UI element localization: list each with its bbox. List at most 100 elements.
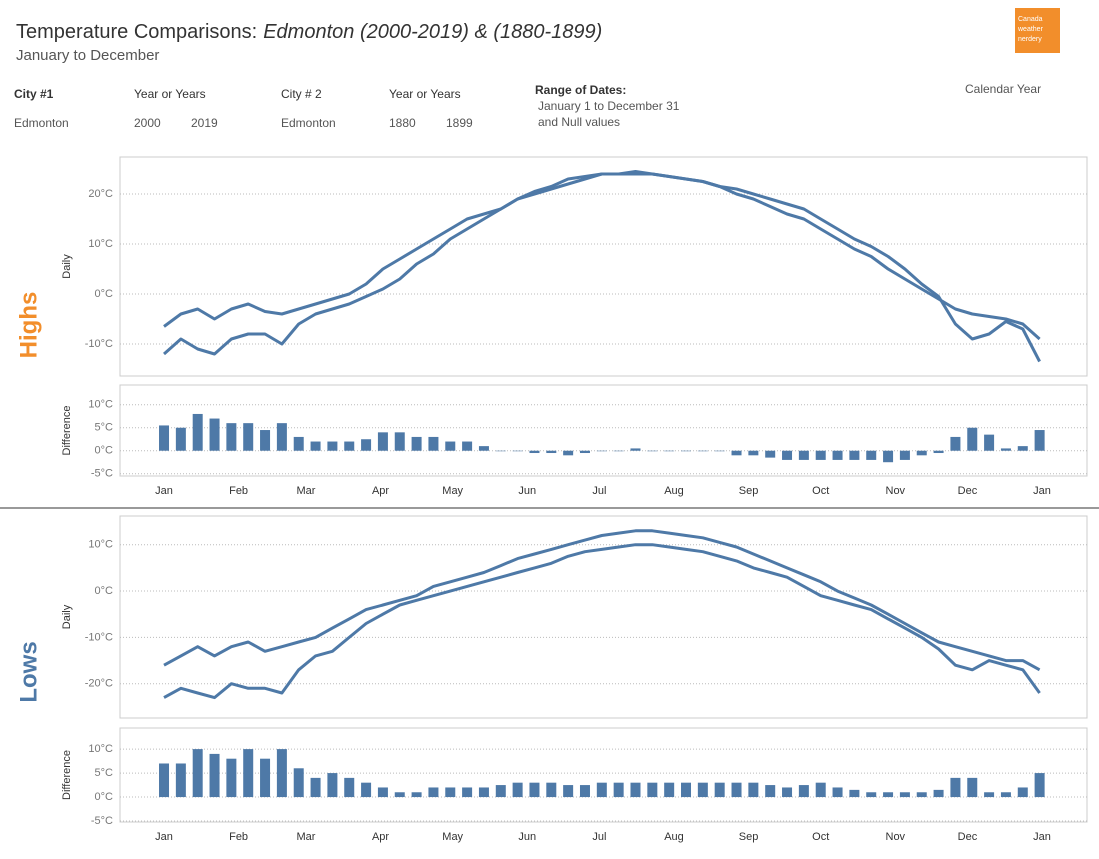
y-tick-label: 5°C — [95, 422, 114, 434]
y-tick-label: 0°C — [95, 288, 114, 300]
bar — [462, 441, 473, 451]
bar — [512, 782, 523, 798]
bar — [361, 439, 372, 451]
logo-text: Canada — [1018, 16, 1043, 23]
bar — [260, 758, 271, 798]
bar — [731, 782, 742, 798]
bar — [293, 768, 304, 798]
y-tick-label: 5°C — [95, 767, 114, 779]
bar — [411, 436, 422, 451]
bar — [916, 450, 927, 456]
bar — [394, 792, 405, 798]
bar — [394, 432, 405, 451]
x-tick-label: Aug — [664, 485, 684, 497]
bar — [714, 782, 725, 798]
bar — [883, 792, 894, 798]
bar — [226, 423, 237, 451]
bar — [849, 789, 860, 798]
bar — [748, 782, 759, 798]
filter-value[interactable]: Calendar Year — [965, 82, 1041, 96]
bar — [647, 450, 658, 452]
x-tick-label: Aug — [664, 831, 684, 843]
bar — [798, 785, 809, 798]
x-tick-label: May — [442, 831, 463, 843]
filter-value[interactable]: January 1 to December 31 — [538, 99, 680, 113]
bar — [377, 787, 388, 798]
x-tick-label: Jan — [1033, 831, 1051, 843]
bar — [697, 450, 708, 452]
y-axis-label: Difference — [61, 406, 73, 456]
title: Temperature Comparisons: Edmonton (2000-2… — [16, 21, 602, 43]
filter-value[interactable]: and Null values — [538, 115, 620, 129]
bar — [630, 448, 641, 451]
bar — [563, 785, 574, 798]
filter-value[interactable]: 2019 — [191, 116, 218, 130]
filter-label: City #1 — [14, 87, 54, 101]
bar — [950, 777, 961, 798]
x-tick-label: Sep — [739, 485, 759, 497]
bar — [529, 782, 540, 798]
title-italic: Edmonton (2000-2019) & (1880-1899) — [263, 21, 602, 43]
bar — [276, 423, 287, 451]
x-tick-label: Jul — [592, 485, 606, 497]
y-tick-label: 10°C — [88, 399, 113, 411]
bar — [664, 782, 675, 798]
logo-text: weather — [1017, 26, 1044, 33]
logo — [1015, 8, 1060, 53]
bar — [933, 789, 944, 798]
bar — [293, 436, 304, 451]
bar — [495, 785, 506, 798]
bar — [782, 450, 793, 460]
bar — [411, 792, 422, 798]
y-tick-label: 10°C — [88, 743, 113, 755]
x-tick-label: Mar — [296, 831, 315, 843]
x-tick-label: Dec — [958, 831, 978, 843]
bar — [866, 792, 877, 798]
x-tick-label: Jun — [518, 485, 536, 497]
bar — [546, 450, 557, 454]
y-tick-label: 10°C — [88, 238, 113, 250]
bar — [765, 785, 776, 798]
bar — [950, 436, 961, 451]
filter-label: City # 2 — [281, 87, 322, 101]
bar — [310, 777, 321, 798]
filter-value[interactable]: Edmonton — [281, 116, 336, 130]
x-tick-label: Nov — [886, 485, 906, 497]
bar — [209, 418, 220, 451]
bar — [428, 787, 439, 798]
bar — [445, 787, 456, 798]
y-tick-label: -5°C — [91, 815, 113, 827]
x-tick-label: Apr — [372, 831, 389, 843]
bar — [899, 792, 910, 798]
bar — [377, 432, 388, 451]
bar — [681, 782, 692, 798]
y-tick-label: -10°C — [85, 631, 113, 643]
filter-value[interactable]: 1880 — [389, 116, 416, 130]
bar — [1017, 787, 1028, 798]
bar — [899, 450, 910, 460]
x-tick-label: Oct — [812, 485, 829, 497]
x-tick-label: Oct — [812, 831, 829, 843]
x-tick-label: Nov — [886, 831, 906, 843]
x-tick-label: Feb — [229, 831, 248, 843]
x-tick-label: Mar — [296, 485, 315, 497]
bar — [192, 413, 203, 451]
filter-value[interactable]: 1899 — [446, 116, 473, 130]
filter-label: Year or Years — [389, 87, 461, 101]
y-tick-label: -10°C — [85, 338, 113, 350]
title-main: Temperature Comparisons: — [16, 21, 257, 43]
filter-value[interactable]: 2000 — [134, 116, 161, 130]
y-axis-label: Daily — [61, 254, 73, 279]
bar — [1000, 448, 1011, 451]
bar — [849, 450, 860, 460]
y-tick-label: 0°C — [95, 445, 114, 457]
filter-value[interactable]: Edmonton — [14, 116, 69, 130]
x-tick-label: Jul — [592, 831, 606, 843]
bar — [462, 787, 473, 798]
bar — [782, 787, 793, 798]
x-tick-label: Jan — [1033, 485, 1051, 497]
bar — [563, 450, 574, 456]
section-label: Lows — [15, 641, 42, 702]
bar — [579, 450, 590, 454]
